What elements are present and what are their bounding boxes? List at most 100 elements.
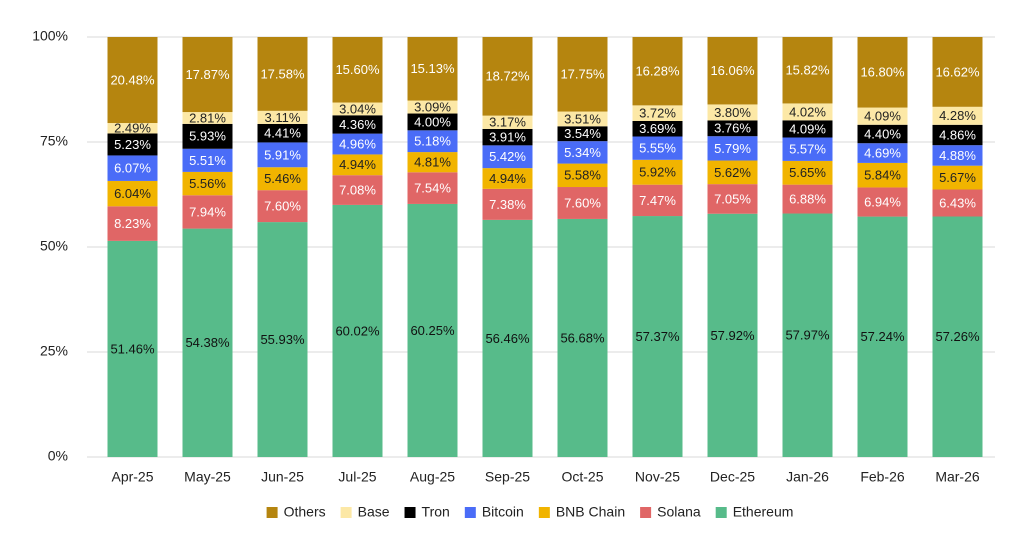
bar-segment: [332, 115, 383, 134]
bar-segment: [332, 102, 383, 116]
bar-segment: [257, 123, 308, 143]
bar-segment: [182, 37, 233, 113]
bar-segment: [482, 115, 533, 129]
data-label: 15.13%: [410, 61, 455, 76]
data-label: 3.51%: [564, 111, 601, 126]
data-label: 54.38%: [185, 335, 230, 350]
bar-segment: [182, 123, 233, 149]
data-label: 60.25%: [410, 323, 455, 338]
data-label: 5.91%: [264, 147, 301, 162]
x-tick-label: Jan-26: [786, 469, 829, 485]
data-label: 5.57%: [789, 142, 826, 157]
bar-segment: [257, 167, 308, 191]
bar-segment: [782, 213, 833, 457]
bar-segment: [632, 159, 683, 185]
bar-segment: [332, 175, 383, 205]
bar-segment: [482, 128, 533, 146]
x-tick-label: Oct-25: [561, 469, 603, 485]
x-tick-label: Jun-25: [261, 469, 304, 485]
data-label: 5.34%: [564, 145, 601, 160]
data-label: 7.38%: [489, 197, 526, 212]
bar-segment: [107, 206, 158, 241]
data-label: 15.60%: [335, 62, 380, 77]
bar-segment: [632, 184, 683, 217]
x-tick-label: Dec-25: [710, 469, 755, 485]
data-label: 5.65%: [789, 165, 826, 180]
data-label: 5.46%: [264, 171, 301, 186]
bar-segment: [857, 37, 908, 108]
y-tick-label: 25%: [40, 343, 68, 359]
data-label: 2.81%: [189, 110, 226, 125]
bar-segment: [182, 148, 233, 172]
legend-label: Solana: [657, 504, 701, 520]
bar-segment: [857, 216, 908, 457]
bar-segment: [332, 204, 383, 457]
x-tick-label: Feb-26: [860, 469, 905, 485]
bar-segment: [557, 187, 608, 219]
bar-segment: [257, 190, 308, 223]
bar-segment: [782, 184, 833, 214]
bar-segment: [857, 162, 908, 188]
data-label: 4.94%: [489, 171, 526, 186]
legend-label: Base: [358, 504, 390, 520]
x-tick-label: Aug-25: [410, 469, 455, 485]
bar-segment: [557, 163, 608, 188]
bar-segment: [332, 37, 383, 103]
bar-segment: [932, 37, 983, 107]
bar-segment: [332, 133, 383, 155]
data-label: 5.92%: [639, 165, 676, 180]
data-label: 20.48%: [110, 72, 155, 87]
bar-segment: [632, 136, 683, 160]
legend-label: Tron: [422, 504, 450, 520]
y-tick-label: 0%: [48, 448, 68, 464]
bar-segment: [107, 123, 158, 134]
x-tick-label: Sep-25: [485, 469, 530, 485]
bar-segment: [557, 37, 608, 112]
bar-segment: [557, 141, 608, 164]
bar-segment: [932, 145, 983, 166]
y-tick-label: 100%: [32, 28, 68, 44]
data-label: 4.81%: [414, 155, 451, 170]
bar-segment: [482, 219, 533, 457]
bar-segment: [107, 155, 158, 181]
legend-label: Others: [284, 504, 326, 520]
data-label: 51.46%: [110, 341, 155, 356]
bar-segment: [632, 105, 683, 121]
data-label: 4.41%: [264, 126, 301, 141]
data-label: 5.23%: [114, 137, 151, 152]
data-label: 4.94%: [339, 157, 376, 172]
data-label: 4.86%: [939, 127, 976, 142]
x-tick-label: Jul-25: [338, 469, 376, 485]
data-label: 7.94%: [189, 204, 226, 219]
data-label: 4.00%: [414, 114, 451, 129]
data-label: 55.93%: [260, 332, 305, 347]
bar-segment: [632, 216, 683, 457]
data-label: 2.49%: [114, 121, 151, 136]
bar-segment: [482, 145, 533, 169]
data-label: 4.69%: [864, 146, 901, 161]
data-label: 6.07%: [114, 161, 151, 176]
data-label: 16.28%: [635, 64, 680, 79]
bar-segment: [257, 222, 308, 457]
data-label: 17.87%: [185, 67, 230, 82]
bar-segment: [707, 120, 758, 137]
data-label: 16.06%: [710, 63, 755, 78]
data-label: 6.88%: [789, 192, 826, 207]
bar-segment: [407, 37, 458, 101]
bar-segment: [707, 37, 758, 105]
bar-segment: [407, 100, 458, 114]
data-label: 6.43%: [939, 195, 976, 210]
data-label: 7.08%: [339, 182, 376, 197]
bar-segment: [182, 228, 233, 457]
legend-swatch: [404, 507, 416, 518]
data-label: 8.23%: [114, 216, 151, 231]
bar-segment: [557, 218, 608, 457]
data-label: 57.92%: [710, 328, 755, 343]
bar-segment: [107, 240, 158, 457]
data-label: 7.05%: [714, 191, 751, 206]
data-label: 4.02%: [789, 104, 826, 119]
bar-segment: [857, 107, 908, 125]
bar-segment: [782, 120, 833, 138]
data-label: 18.72%: [485, 69, 530, 84]
